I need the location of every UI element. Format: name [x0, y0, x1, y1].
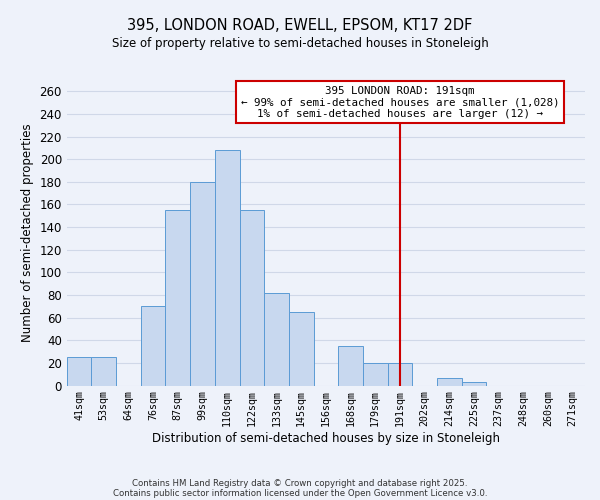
Text: Contains HM Land Registry data © Crown copyright and database right 2025.: Contains HM Land Registry data © Crown c… [132, 478, 468, 488]
X-axis label: Distribution of semi-detached houses by size in Stoneleigh: Distribution of semi-detached houses by … [152, 432, 500, 445]
Text: Size of property relative to semi-detached houses in Stoneleigh: Size of property relative to semi-detach… [112, 38, 488, 51]
Text: 395, LONDON ROAD, EWELL, EPSOM, KT17 2DF: 395, LONDON ROAD, EWELL, EPSOM, KT17 2DF [127, 18, 473, 32]
Y-axis label: Number of semi-detached properties: Number of semi-detached properties [21, 124, 34, 342]
Bar [141, 306, 166, 386]
Bar [289, 312, 314, 386]
Bar [190, 182, 215, 386]
Bar [461, 382, 486, 386]
Text: Contains public sector information licensed under the Open Government Licence v3: Contains public sector information licen… [113, 488, 487, 498]
Bar [67, 358, 91, 386]
Bar [437, 378, 461, 386]
Bar [388, 363, 412, 386]
Bar [166, 210, 190, 386]
Bar [338, 346, 363, 386]
Text: 395 LONDON ROAD: 191sqm
← 99% of semi-detached houses are smaller (1,028)
1% of : 395 LONDON ROAD: 191sqm ← 99% of semi-de… [241, 86, 559, 119]
Bar [363, 363, 388, 386]
Bar [264, 293, 289, 386]
Bar [239, 210, 264, 386]
Bar [215, 150, 239, 386]
Bar [91, 358, 116, 386]
